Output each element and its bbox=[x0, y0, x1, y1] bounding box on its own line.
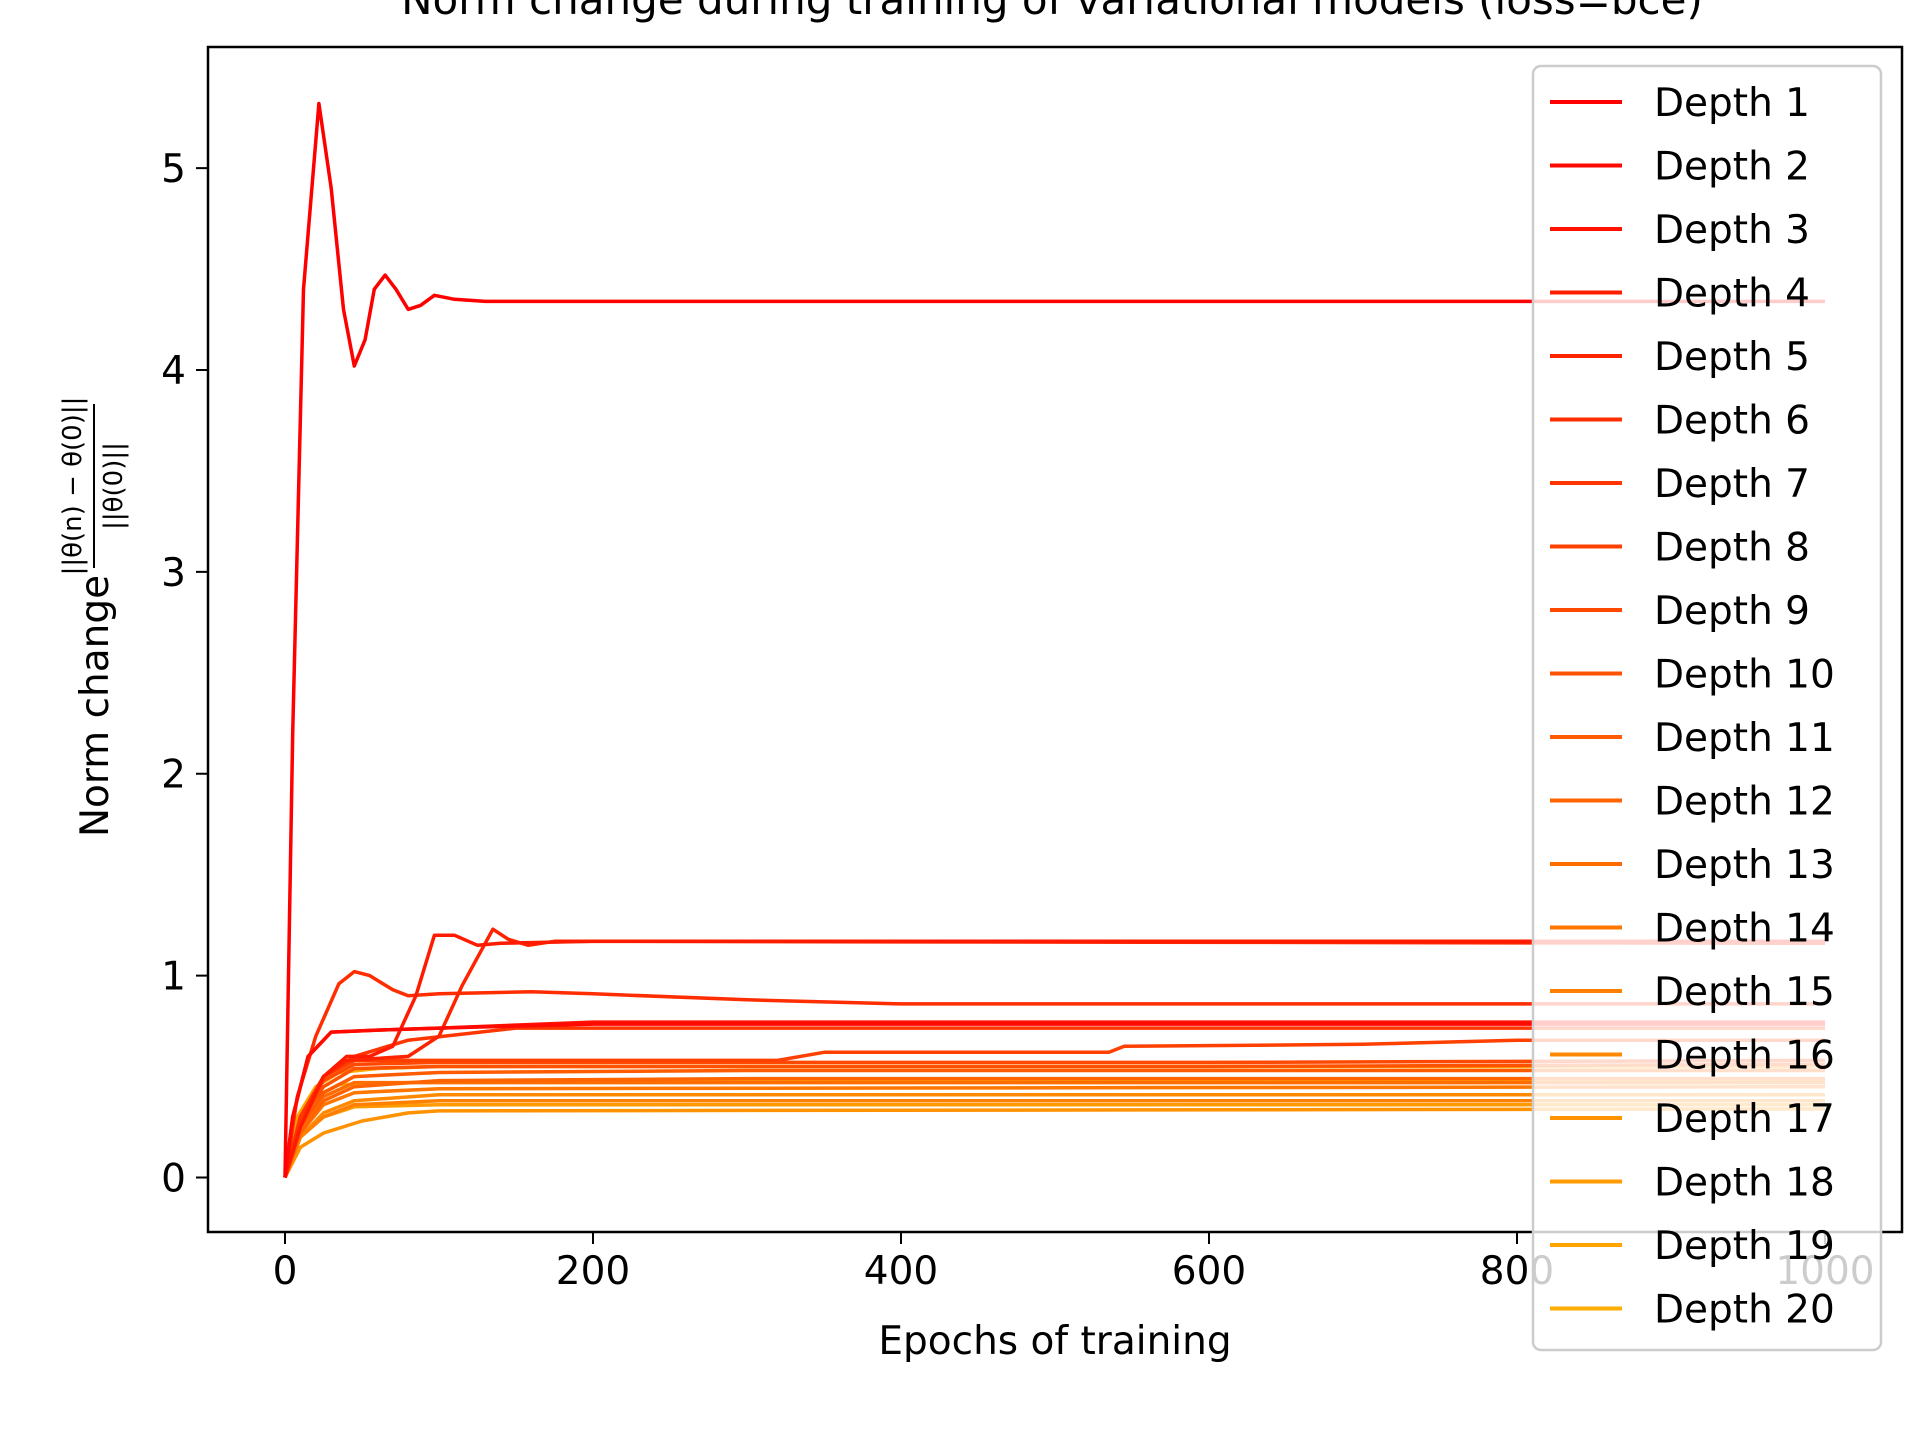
legend-label: Depth 3 bbox=[1654, 208, 1810, 253]
y-tick-label: 5 bbox=[161, 147, 186, 192]
chart-title: Norm change during training of variation… bbox=[401, 0, 1703, 24]
legend-label: Depth 4 bbox=[1654, 272, 1810, 317]
y-axis-label: Norm change ||θ(n) − θ(0)|| ||θ(0)|| bbox=[58, 397, 129, 838]
legend-label: Depth 14 bbox=[1654, 907, 1835, 952]
legend-label: Depth 7 bbox=[1654, 462, 1810, 507]
series-line-depth-1 bbox=[283, 101, 1825, 1178]
x-tick-label: 0 bbox=[273, 1249, 298, 1294]
y-tick-label: 0 bbox=[161, 1156, 186, 1201]
y-axis-label-denominator: ||θ(0)|| bbox=[99, 442, 129, 530]
legend-label: Depth 15 bbox=[1654, 970, 1835, 1015]
legend-label: Depth 10 bbox=[1654, 653, 1835, 698]
legend-label: Depth 9 bbox=[1654, 589, 1810, 634]
series-line-depth-17 bbox=[283, 1107, 1826, 1179]
legend: Depth 1 Depth 2 Depth 3 Depth 4 Depth 5 Depth… bbox=[1531, 64, 1883, 1352]
legend-label: Depth 18 bbox=[1654, 1161, 1835, 1206]
y-axis-label-numerator: ||θ(n) − θ(0)|| bbox=[58, 397, 88, 576]
legend-label: Depth 1 bbox=[1654, 81, 1810, 126]
series-line-depth-7 bbox=[283, 1026, 1825, 1178]
legend-label: Depth 12 bbox=[1654, 780, 1835, 825]
plot-frame bbox=[206, 45, 1904, 1234]
legend-label: Depth 2 bbox=[1654, 145, 1810, 190]
legend-label: Depth 8 bbox=[1654, 526, 1810, 571]
legend-label: Depth 19 bbox=[1654, 1224, 1835, 1269]
y-tick-label: 3 bbox=[161, 551, 186, 596]
series-line-depth-6 bbox=[283, 969, 1825, 1178]
series-line-depth-2 bbox=[283, 1022, 1825, 1178]
legend-label: Depth 13 bbox=[1654, 843, 1835, 888]
legend-label: Depth 5 bbox=[1654, 335, 1810, 380]
plot-lines bbox=[283, 101, 1826, 1179]
legend-label: Depth 6 bbox=[1654, 399, 1810, 444]
x-tick-label: 400 bbox=[864, 1249, 938, 1294]
x-tick-label: 600 bbox=[1172, 1249, 1246, 1294]
y-tick-label: 4 bbox=[161, 349, 186, 394]
x-axis-label: Epochs of training bbox=[878, 1319, 1231, 1364]
legend-label: Depth 16 bbox=[1654, 1034, 1835, 1079]
x-tick-label: 200 bbox=[556, 1249, 630, 1294]
y-axis-label-text: Norm change bbox=[73, 575, 118, 837]
series-line-depth-12 bbox=[283, 1076, 1825, 1179]
legend-label: Depth 17 bbox=[1654, 1097, 1835, 1142]
y-tick-label: 1 bbox=[161, 955, 186, 1000]
legend-label: Depth 20 bbox=[1654, 1288, 1835, 1333]
legend-box bbox=[1531, 64, 1883, 1352]
y-axis-ticks: 0 1 2 3 4 5 bbox=[161, 147, 208, 1201]
legend-label: Depth 11 bbox=[1654, 716, 1835, 761]
y-tick-label: 2 bbox=[161, 753, 186, 798]
series-line-depth-4 bbox=[283, 933, 1825, 1179]
